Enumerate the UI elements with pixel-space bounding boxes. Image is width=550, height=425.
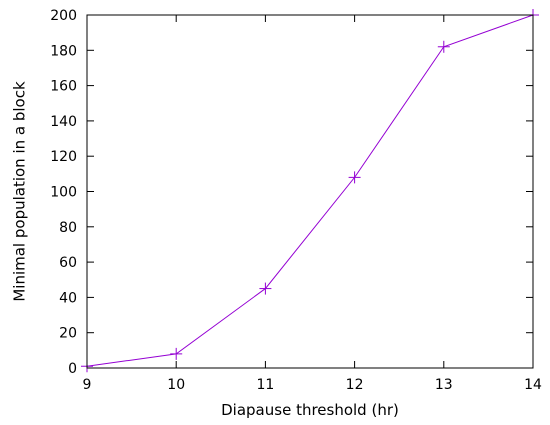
data-point xyxy=(170,347,183,360)
data-point xyxy=(259,282,272,295)
y-tick-label: 40 xyxy=(59,290,77,306)
x-tick-label: 12 xyxy=(346,377,364,393)
x-tick-label: 11 xyxy=(256,377,274,393)
y-tick-label: 200 xyxy=(50,8,77,24)
y-tick-label: 180 xyxy=(50,43,77,59)
plot-area-frame xyxy=(86,14,534,369)
y-tick-label: 160 xyxy=(50,79,77,95)
axis-ticks xyxy=(86,14,534,369)
y-tick-label: 60 xyxy=(59,255,77,271)
data-point xyxy=(437,40,450,53)
x-tick-label: 9 xyxy=(83,377,92,393)
x-tick-label: 13 xyxy=(435,377,453,393)
y-tick-label: 80 xyxy=(59,220,77,236)
y-axis-title: Minimal population in a block xyxy=(11,81,29,302)
y-tick-label: 120 xyxy=(50,149,77,165)
x-axis-title: Diapause threshold (hr) xyxy=(221,401,399,419)
x-tick-label: 14 xyxy=(524,377,542,393)
series-line xyxy=(86,14,534,367)
data-points xyxy=(81,9,539,373)
y-tick-label: 20 xyxy=(59,326,77,342)
x-tick-label: 10 xyxy=(167,377,185,393)
y-tick-label: 100 xyxy=(50,185,77,201)
data-point xyxy=(348,171,361,184)
y-tick-label: 140 xyxy=(50,114,77,130)
y-tick-label: 0 xyxy=(68,361,77,377)
